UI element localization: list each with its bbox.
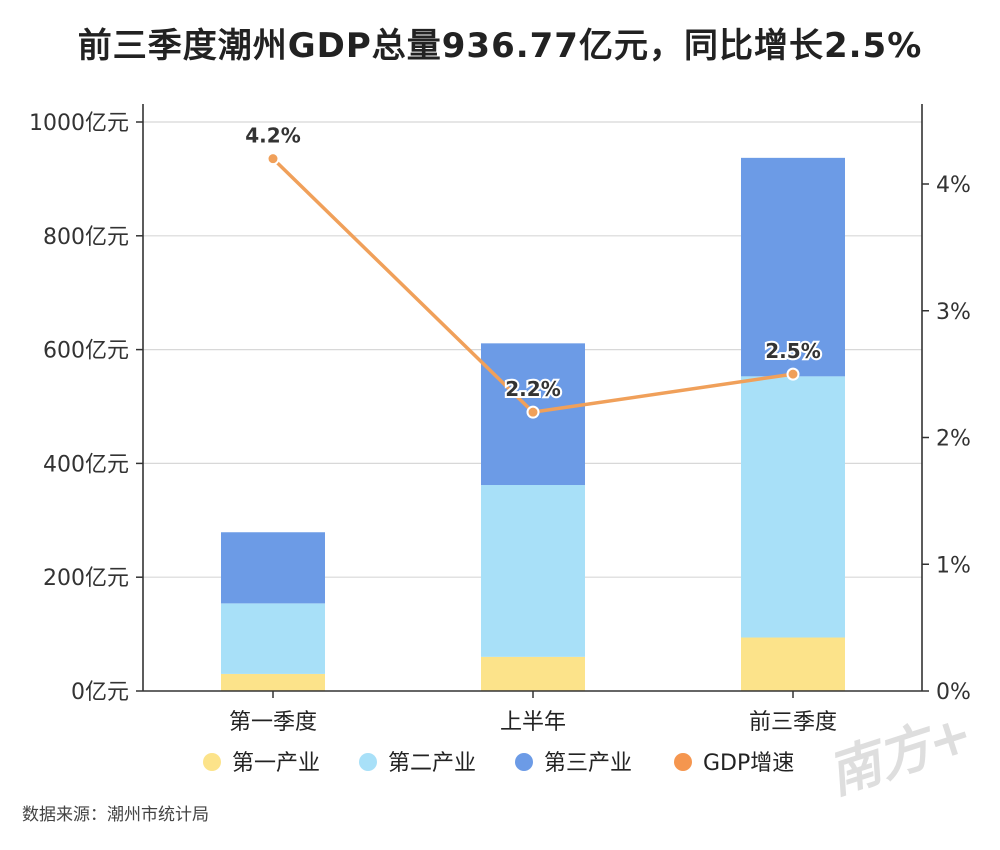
y-left-tick-label: 1000亿元 — [29, 111, 129, 136]
bar-3 — [221, 532, 325, 604]
bar-3 — [741, 157, 845, 377]
y-left-tick-label: 600亿元 — [43, 339, 129, 364]
legend-marker — [359, 753, 377, 771]
y-left-tick-label: 200亿元 — [43, 566, 129, 591]
growth-point — [266, 152, 280, 166]
bar-2 — [481, 485, 585, 657]
y-left-tick-label: 400亿元 — [43, 452, 129, 477]
y-left-tick-label: 800亿元 — [43, 225, 129, 250]
legend-label: 第三产业 — [544, 751, 632, 776]
y-right-tick-label: 3% — [936, 300, 971, 325]
y-left-tick-label: 0亿元 — [71, 680, 129, 705]
legend-label: 第一产业 — [232, 751, 320, 776]
growth-data-label: 2.2% — [505, 377, 560, 401]
y-right-tick-label: 0% — [936, 680, 971, 705]
growth-data-label: 4.2% — [245, 124, 300, 148]
growth-data-label: 2.5% — [765, 339, 820, 363]
legend-marker — [515, 753, 533, 771]
legend-marker — [674, 753, 692, 771]
y-right-tick-label: 4% — [936, 173, 971, 198]
y-right-tick-label: 1% — [936, 553, 971, 578]
legend-marker — [203, 753, 221, 771]
bar-2 — [741, 376, 845, 638]
x-tick-label: 上半年 — [500, 710, 566, 735]
legend-label: GDP增速 — [703, 751, 794, 776]
bar-1 — [741, 637, 845, 691]
bar-1 — [221, 673, 325, 691]
y-right-tick-label: 2% — [936, 427, 971, 452]
x-tick-label: 前三季度 — [749, 710, 837, 735]
chart-title: 前三季度潮州GDP总量936.77亿元，同比增长2.5% — [77, 26, 923, 66]
x-tick-label: 第一季度 — [229, 710, 317, 735]
growth-point — [786, 367, 800, 381]
data-source: 数据来源：潮州市统计局 — [22, 805, 209, 825]
bar-1 — [481, 656, 585, 691]
bar-2 — [221, 603, 325, 674]
legend-label: 第二产业 — [388, 751, 476, 776]
growth-point — [526, 405, 540, 419]
